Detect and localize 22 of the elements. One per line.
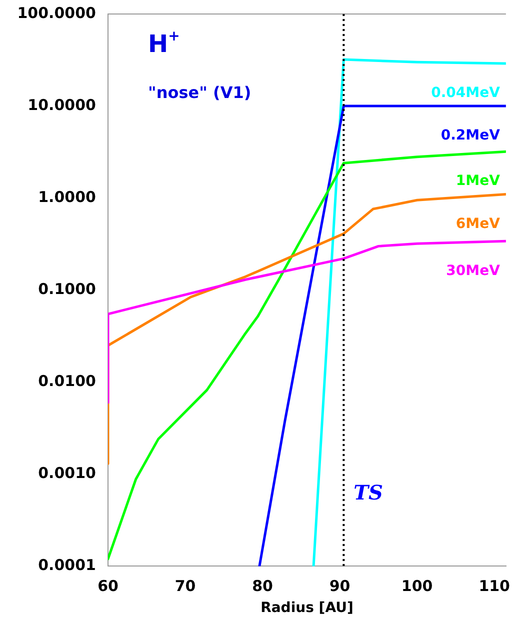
y-tick-label: 10.0000 — [28, 96, 96, 114]
y-tick-label: 0.0100 — [38, 372, 96, 390]
x-tick-label: 60 — [98, 577, 118, 596]
y-tick-label: 1.0000 — [38, 188, 96, 206]
x-tick-label: 70 — [174, 577, 196, 596]
annotation: H+ — [148, 28, 180, 58]
annotation: "nose" (V1) — [148, 83, 252, 102]
series-label: 30MeV — [446, 262, 500, 279]
x-axis-title: Radius [AU] — [260, 600, 354, 616]
ref-line-label: TS — [354, 480, 383, 504]
x-tick-label: 90 — [329, 577, 350, 596]
series-label: 0.04MeV — [431, 85, 500, 102]
x-tick-label: 110 — [478, 577, 510, 596]
x-tick-label: 100 — [401, 577, 433, 596]
y-tick-label: 0.0001 — [38, 556, 96, 574]
series-label: 6MeV — [456, 216, 500, 232]
y-tick-label: 0.1000 — [38, 280, 96, 298]
x-tick-label: 80 — [252, 577, 273, 596]
series-label: 0.2MeV — [440, 128, 500, 144]
y-tick-label: 0.0010 — [38, 464, 96, 482]
y-tick-label: 100.0000 — [17, 4, 96, 22]
series-label: 1MeV — [456, 173, 500, 190]
